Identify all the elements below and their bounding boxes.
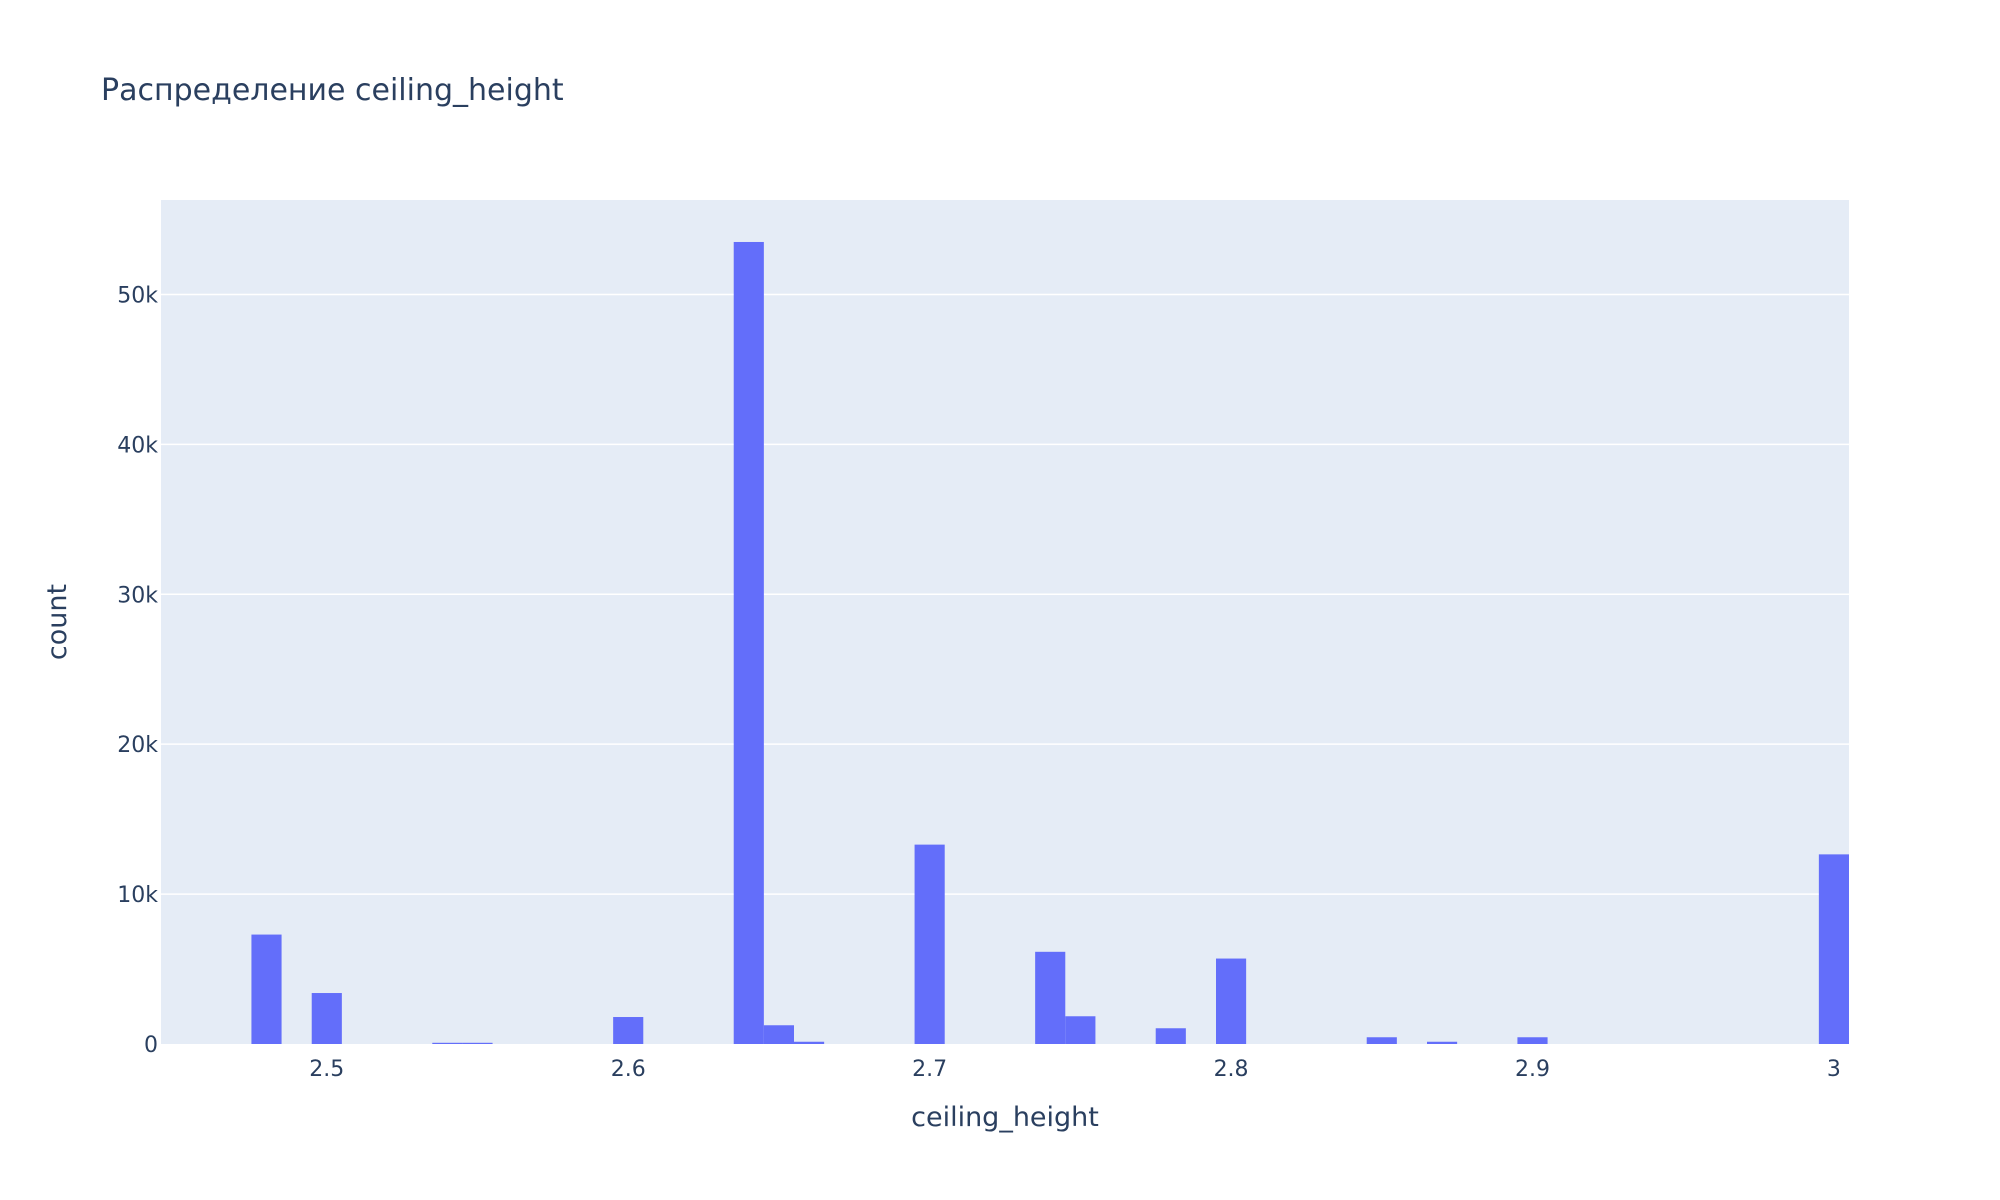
histogram-bar (1366, 1037, 1397, 1044)
x-tick-label: 2.5 (309, 1057, 344, 1082)
histogram-bar (462, 1042, 493, 1044)
x-tick-label: 2.8 (1214, 1057, 1249, 1082)
histogram-bar (251, 934, 282, 1044)
histogram-bar (1216, 958, 1247, 1044)
gridlines (161, 293, 1849, 895)
x-tick-label: 2.7 (912, 1057, 947, 1082)
histogram-bar (1818, 854, 1849, 1044)
histogram-bars (251, 241, 1849, 1045)
x-axis-title: ceiling_height (911, 1102, 1099, 1133)
y-tick-label: 0 (144, 1033, 158, 1058)
histogram-bar (1517, 1037, 1548, 1044)
x-tick-label: 3 (1827, 1057, 1841, 1082)
histogram-bar (1155, 1028, 1186, 1044)
y-tick-label: 30k (117, 583, 158, 608)
chart-title: Распределение ceiling_height (101, 73, 564, 108)
histogram-bar (311, 993, 342, 1044)
histogram-bar (733, 241, 764, 1045)
x-tick-label: 2.9 (1515, 1057, 1550, 1082)
y-tick-label: 10k (117, 883, 158, 908)
y-axis-ticks: 0 10k 20k 30k 40k 50k (117, 283, 158, 1058)
histogram-bar (794, 1041, 825, 1044)
y-axis-title: count (42, 584, 73, 660)
histogram-bar (914, 844, 945, 1044)
histogram-bar (1035, 951, 1066, 1044)
histogram-bar (1065, 1016, 1096, 1044)
histogram-bar (763, 1025, 794, 1044)
y-tick-label: 50k (117, 283, 158, 308)
y-tick-label: 40k (117, 433, 158, 458)
x-axis-ticks: 2.5 2.6 2.7 2.8 2.9 3 (309, 1057, 1841, 1082)
y-tick-label: 20k (117, 733, 158, 758)
histogram-bar (1427, 1041, 1458, 1044)
x-tick-label: 2.6 (611, 1057, 646, 1082)
histogram-bar (613, 1017, 644, 1044)
histogram-bar (432, 1042, 463, 1044)
plot-area (161, 200, 1849, 1044)
